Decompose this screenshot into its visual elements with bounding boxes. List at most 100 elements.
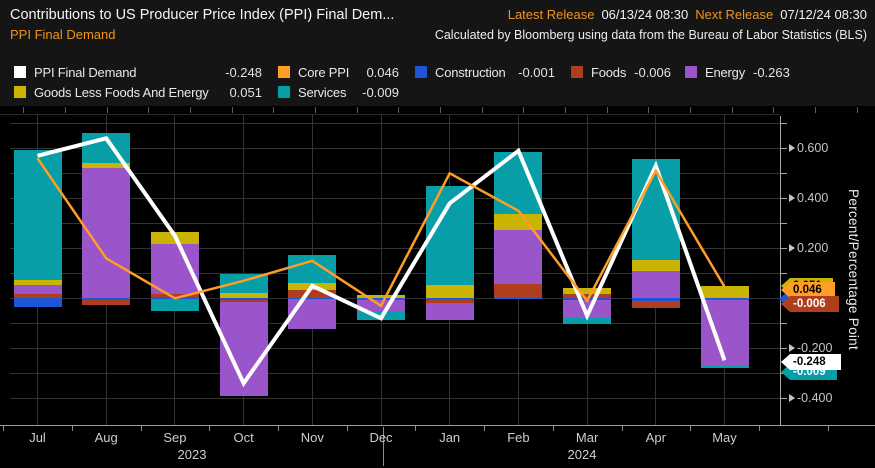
x-tick	[827, 426, 829, 431]
y-tick-label: -0.200	[797, 341, 833, 356]
bar-segment-energy-jan	[425, 303, 474, 320]
h-gridline	[10, 122, 780, 124]
strip-tick	[815, 107, 817, 113]
h-gridline	[10, 397, 780, 399]
bar-segment-foods-oct	[219, 300, 268, 302]
legend-item-core-ppi[interactable]: Core PPI 0.046	[278, 65, 399, 80]
release-info: Latest Release 06/13/24 08:30 Next Relea…	[508, 7, 867, 22]
y-tick	[781, 248, 787, 250]
legend-row-1: PPI Final Demand -0.248 Core PPI 0.046 Const…	[14, 62, 875, 82]
x-axis-label-may: May	[712, 430, 737, 445]
x-tick	[758, 426, 760, 431]
y-tick	[781, 398, 787, 400]
bar-segment-foods-jan	[425, 299, 474, 304]
strip-tick	[106, 107, 108, 113]
bar-segment-goods-less-foods-and-energy-jan	[425, 285, 474, 299]
strip-tick	[356, 107, 358, 113]
legend-swatch-energy	[685, 66, 697, 78]
x-tick	[71, 426, 73, 431]
h-gridline	[10, 222, 780, 224]
x-axis-label-apr: Apr	[645, 430, 666, 445]
plot-top-border	[0, 114, 780, 115]
x-axis-label-jan: Jan	[439, 430, 461, 445]
legend-label: Energy	[705, 64, 745, 80]
x-tick	[140, 426, 142, 431]
y-tick-label: 0.200	[797, 241, 829, 256]
legend-value: -0.009	[362, 84, 399, 100]
bar-segment-construction-oct	[219, 298, 268, 301]
legend-label: Foods	[591, 64, 627, 80]
strip-tick	[189, 107, 191, 113]
bar-segment-energy-mar	[563, 300, 612, 318]
core-ppi-line	[36, 157, 726, 308]
bar-segment-goods-less-foods-and-energy-oct	[219, 293, 268, 299]
legend-swatch-ppi-final-demand	[14, 66, 26, 78]
bar-segment-services-jul	[13, 150, 62, 281]
latest-release-value: 06/13/24 08:30	[601, 7, 689, 22]
axis-badge-0046: 0.046	[781, 282, 835, 298]
y-tick	[781, 348, 787, 350]
legend-item-foods[interactable]: Foods -0.006	[571, 64, 671, 80]
y-tick-arrow	[789, 144, 795, 153]
legend-label: Core PPI	[298, 64, 350, 80]
legend-label: Construction	[435, 64, 506, 80]
x-axis-label-mar: Mar	[575, 430, 599, 445]
strip-tick	[648, 107, 650, 113]
x-axis-label-dec: Dec	[369, 430, 393, 445]
strip-tick	[273, 107, 275, 113]
bar-segment-construction-jan	[425, 298, 474, 300]
x-tick	[3, 426, 5, 431]
strip-tick	[23, 107, 25, 113]
bar-segment-goods-less-foods-and-energy-dec	[357, 294, 405, 299]
strip-tick	[64, 107, 66, 113]
x-tick	[415, 426, 417, 431]
h-gridline	[10, 372, 780, 374]
y-tick-arrow	[789, 194, 795, 203]
plot-area[interactable]	[10, 115, 780, 425]
axis-badge-0006: -0.006	[781, 296, 839, 312]
v-gridline	[586, 115, 588, 425]
y-axis-title: Percent/Percentage Point	[846, 189, 861, 351]
bar-segment-goods-less-foods-and-energy-mar	[563, 288, 612, 295]
legend-value: -0.248	[225, 64, 262, 80]
strip-tick	[523, 107, 525, 113]
bar-segment-construction-aug	[82, 298, 131, 301]
legend-item-goods-less-foods-and-energy[interactable]: Goods Less Foods And Energy 0.051	[14, 85, 262, 100]
strip-tick	[731, 107, 733, 113]
legend-value: 0.051	[229, 84, 262, 100]
legend-item-ppi-final-demand[interactable]: PPI Final Demand -0.248	[14, 65, 262, 80]
bar-segment-foods-may	[700, 298, 749, 301]
strip-tick	[481, 107, 483, 113]
strip-tick	[773, 107, 775, 113]
bar-segment-goods-less-foods-and-energy-jul	[13, 280, 62, 286]
line-series-layer	[36, 136, 727, 388]
bar-segment-goods-less-foods-and-energy-may	[700, 285, 749, 299]
bar-segment-goods-less-foods-and-energy-apr	[631, 259, 680, 271]
legend-item-construction[interactable]: Construction -0.001	[415, 65, 555, 80]
chart-title: Contributions to US Producer Price Index…	[10, 7, 395, 23]
legend-item-services[interactable]: Services -0.009	[278, 85, 399, 100]
legend-swatch-foods	[571, 66, 583, 78]
legend-swatch-services	[278, 86, 290, 98]
legend-item-energy[interactable]: Energy -0.263	[685, 64, 790, 80]
axis-badge-0248: -0.248	[781, 354, 841, 370]
legend-swatch-core-ppi	[278, 66, 290, 78]
bar-segment-services-sep	[150, 298, 199, 312]
year-divider-line	[383, 427, 384, 466]
legend-label: PPI Final Demand	[34, 64, 137, 80]
bar-segment-foods-aug	[82, 300, 131, 306]
strip-tick	[690, 107, 692, 113]
y-minor-tick	[781, 273, 787, 275]
h-gridline	[10, 272, 780, 274]
x-tick	[209, 426, 211, 431]
bar-segment-foods-feb	[494, 283, 543, 298]
strip-tick	[148, 107, 150, 113]
strip-tick	[565, 107, 566, 113]
legend-row-2: Goods Less Foods And Energy 0.051 Services…	[14, 82, 875, 102]
legend-label: Goods Less Foods And Energy	[34, 84, 209, 100]
legend-swatch-goods-less-foods-and-energy	[14, 86, 26, 98]
h-gridline	[10, 197, 780, 199]
x-axis-label-sep: Sep	[163, 430, 187, 445]
h-gridline	[10, 147, 780, 149]
